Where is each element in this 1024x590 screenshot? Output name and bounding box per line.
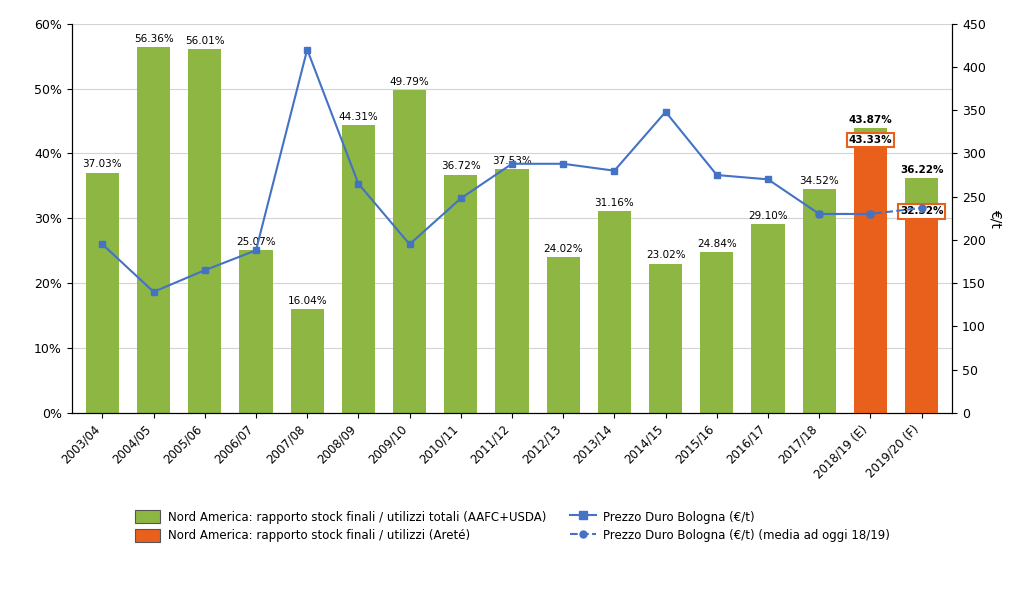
Legend: Nord America: rapporto stock finali / utilizzi totali (AAFC+USDA), Nord America:: Nord America: rapporto stock finali / ut… [129, 504, 895, 548]
Bar [240, 250, 272, 413]
Text: 34.52%: 34.52% [800, 176, 839, 186]
Text: 56.36%: 56.36% [134, 34, 173, 44]
Text: 25.07%: 25.07% [237, 237, 275, 247]
Bar [188, 50, 221, 413]
Text: 56.01%: 56.01% [185, 36, 224, 46]
Text: 37.03%: 37.03% [83, 159, 122, 169]
Bar [137, 47, 170, 413]
Bar [854, 132, 887, 413]
Bar [393, 90, 426, 413]
Bar [700, 252, 733, 413]
Bar [496, 169, 528, 413]
Bar [803, 189, 836, 413]
Bar [291, 309, 324, 413]
Text: 43.33%: 43.33% [849, 135, 892, 145]
Text: 23.02%: 23.02% [646, 250, 685, 260]
Text: 49.79%: 49.79% [390, 77, 429, 87]
Bar [752, 224, 784, 413]
Text: 44.31%: 44.31% [339, 112, 378, 122]
Text: 16.04%: 16.04% [288, 296, 327, 306]
Bar [649, 264, 682, 413]
Text: 24.02%: 24.02% [544, 244, 583, 254]
Text: 43.87%: 43.87% [849, 115, 892, 125]
Bar [905, 178, 938, 413]
Text: 36.22%: 36.22% [900, 165, 943, 175]
Text: 29.10%: 29.10% [749, 211, 787, 221]
Bar [444, 175, 477, 413]
Bar [342, 126, 375, 413]
Text: 36.72%: 36.72% [441, 162, 480, 172]
Bar [854, 128, 887, 413]
Text: 37.53%: 37.53% [493, 156, 531, 166]
Bar [905, 203, 938, 413]
Text: 32.32%: 32.32% [900, 206, 943, 217]
Bar [547, 257, 580, 413]
Bar [598, 211, 631, 413]
Y-axis label: €/t: €/t [988, 209, 1002, 228]
Text: 24.84%: 24.84% [697, 238, 736, 248]
Text: 31.16%: 31.16% [595, 198, 634, 208]
Bar [86, 173, 119, 413]
